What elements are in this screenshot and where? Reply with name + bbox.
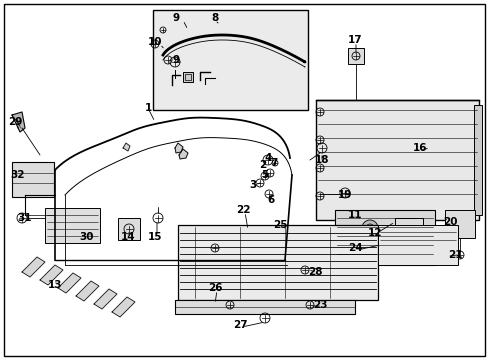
Text: 11: 11 xyxy=(347,210,362,220)
Text: 30: 30 xyxy=(80,232,94,242)
Text: 5: 5 xyxy=(261,170,268,180)
Text: 23: 23 xyxy=(312,300,326,310)
Text: 21: 21 xyxy=(447,250,461,260)
Text: 25: 25 xyxy=(272,220,286,230)
Polygon shape xyxy=(94,289,117,309)
Polygon shape xyxy=(22,257,45,277)
Text: 9: 9 xyxy=(172,13,179,23)
Bar xyxy=(377,225,457,265)
Bar xyxy=(118,218,140,240)
Text: 32: 32 xyxy=(11,170,25,180)
Text: 28: 28 xyxy=(307,267,322,277)
Bar xyxy=(394,218,422,256)
Text: 26: 26 xyxy=(207,283,222,293)
Text: 12: 12 xyxy=(367,228,382,238)
Bar xyxy=(12,162,54,197)
Polygon shape xyxy=(76,281,99,301)
Text: 1: 1 xyxy=(144,103,151,113)
Text: 14: 14 xyxy=(121,232,135,242)
Text: 27: 27 xyxy=(232,320,247,330)
Text: 13: 13 xyxy=(48,280,62,290)
Bar xyxy=(184,74,191,80)
Text: 31: 31 xyxy=(18,213,32,223)
Bar xyxy=(178,225,377,300)
Text: 8: 8 xyxy=(211,13,218,23)
Polygon shape xyxy=(123,143,130,151)
Text: 9: 9 xyxy=(172,55,179,65)
Bar xyxy=(183,72,193,82)
Text: 15: 15 xyxy=(147,232,162,242)
Bar xyxy=(334,210,434,265)
Bar xyxy=(153,10,307,110)
Text: 20: 20 xyxy=(442,217,456,227)
Text: 17: 17 xyxy=(347,35,362,45)
Polygon shape xyxy=(112,297,135,317)
Polygon shape xyxy=(179,149,187,159)
Polygon shape xyxy=(175,143,183,153)
Text: 18: 18 xyxy=(314,155,328,165)
Polygon shape xyxy=(40,265,63,285)
Bar xyxy=(175,300,354,314)
Text: 16: 16 xyxy=(412,143,427,153)
Circle shape xyxy=(361,220,377,236)
Bar xyxy=(444,210,474,238)
Text: 19: 19 xyxy=(337,190,351,200)
Text: 2: 2 xyxy=(259,160,266,170)
Text: 4: 4 xyxy=(264,153,271,163)
Bar xyxy=(315,100,478,220)
Bar xyxy=(473,105,481,215)
Text: 24: 24 xyxy=(347,243,362,253)
Bar xyxy=(347,48,363,64)
Text: 10: 10 xyxy=(147,37,162,47)
Text: 7: 7 xyxy=(270,158,277,168)
Bar xyxy=(45,208,100,243)
Polygon shape xyxy=(58,273,81,293)
Text: 6: 6 xyxy=(267,195,274,205)
Text: 22: 22 xyxy=(235,205,250,215)
Text: 29: 29 xyxy=(8,117,22,127)
Polygon shape xyxy=(12,112,25,132)
Text: 3: 3 xyxy=(249,180,256,190)
